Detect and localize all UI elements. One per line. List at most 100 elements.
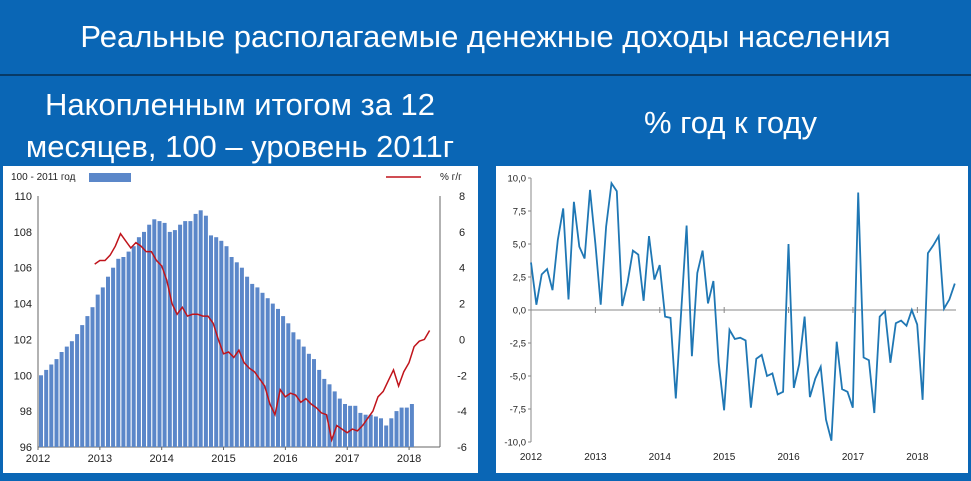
y-tick-label: -7,5 [510,405,526,416]
y-tick-label: -2,5 [510,339,526,350]
bar [276,308,280,447]
x-tick-label: 2018 [906,452,929,463]
left-tick-label: 102 [14,334,32,346]
bar [126,251,131,447]
yoy-income-chart-panel: 10,0 7,5 5,0 2,5 0,0 -2,5 -5,0 -7,5 -10,0 2012 201… [496,166,968,473]
bar [353,405,358,447]
right-tick-label: -2 [457,370,467,382]
bar [167,231,172,447]
x-tick-label: 2015 [211,453,235,465]
bar [178,224,183,447]
bar [183,221,188,447]
bar [69,341,74,447]
yoy-series-line [530,180,956,441]
legend-line-label: % г/г [440,172,462,183]
bar [147,224,152,447]
bar [85,316,90,447]
bar [291,332,296,447]
bar [157,221,162,447]
bar [198,210,203,447]
y-tick-label: 5,0 [513,240,526,251]
x-tick-label: 2016 [273,453,297,465]
header-divider [0,74,971,76]
bar [404,407,409,447]
bar [152,219,157,447]
right-tick-label: 0 [459,334,465,346]
left-tick-label: 98 [20,406,32,418]
bar [317,369,322,447]
bar [312,359,316,447]
right-tick-label: -6 [457,442,467,454]
bar [245,276,250,447]
bar [75,334,80,447]
bar [399,407,404,447]
x-tick-label: 2012 [520,452,543,463]
bar [368,414,373,447]
bar [219,240,224,447]
bar [111,267,116,447]
bar [49,364,54,447]
bar [142,231,146,447]
bar [327,384,332,448]
bar [44,369,49,447]
bar [260,292,265,447]
x-tick-label: 2013 [584,452,607,463]
left-tick-label: 106 [14,263,32,275]
left-tick-label: 104 [14,299,32,311]
bar [64,346,69,447]
bar [358,412,363,447]
bar [188,221,193,447]
yoy-income-chart: 10,0 7,5 5,0 2,5 0,0 -2,5 -5,0 -7,5 -10,0 2012 201… [504,174,956,463]
bar [136,237,141,447]
bar [106,276,110,447]
bar [121,257,126,447]
legend-bar-swatch [89,173,131,182]
bar [296,339,301,447]
x-tick-label: 2017 [335,453,359,465]
bar [337,398,342,447]
bar [373,416,378,447]
y-tick-label: 0,0 [513,306,526,317]
bar [214,237,219,447]
y-tick-label: 2,5 [513,273,526,284]
bar [162,222,167,447]
bar [379,418,383,447]
bar [332,391,337,447]
bar [270,303,275,447]
bar [209,235,213,447]
bar [203,215,208,447]
right-tick-label: -4 [457,406,467,418]
bar [265,298,270,447]
bar [255,287,260,447]
bar [394,411,399,447]
bar [172,230,177,447]
bar [384,425,389,447]
bar [301,346,306,447]
left-subtitle-line-2: месяцев, 100 – уровень 2011г [25,129,455,164]
left-tick-label: 96 [20,442,32,454]
legend-bar-label: 100 - 2011 год [11,172,76,183]
x-tick-label: 2014 [649,452,672,463]
x-tick-label: 2017 [842,452,865,463]
bar [234,262,239,447]
bar [306,353,311,447]
x-tick-label: 2015 [713,452,736,463]
left-tick-label: 100 [14,370,32,382]
bar [54,359,59,447]
cumulative-income-chart: 100 - 2011 год % г/г 96 98 100 102 104 106 108 11… [11,172,467,465]
left-chart-subtitle: Накопленным итогом за 12 месяцев, 100 – … [0,84,480,168]
bar [90,307,95,447]
x-tick-label: 2016 [777,452,800,463]
bar [343,404,347,447]
left-tick-label: 108 [14,227,32,239]
bar [250,283,255,447]
bar [80,325,85,447]
bar [131,246,136,447]
x-tick-label: 2012 [26,453,50,465]
cumulative-income-chart-panel: 100 - 2011 год % г/г 96 98 100 102 104 106 108 11… [3,166,478,473]
bar [229,257,234,447]
right-tick-label: 6 [459,227,465,239]
bar [409,404,414,447]
bar [193,213,198,447]
y-tick-label: -5,0 [510,372,526,383]
